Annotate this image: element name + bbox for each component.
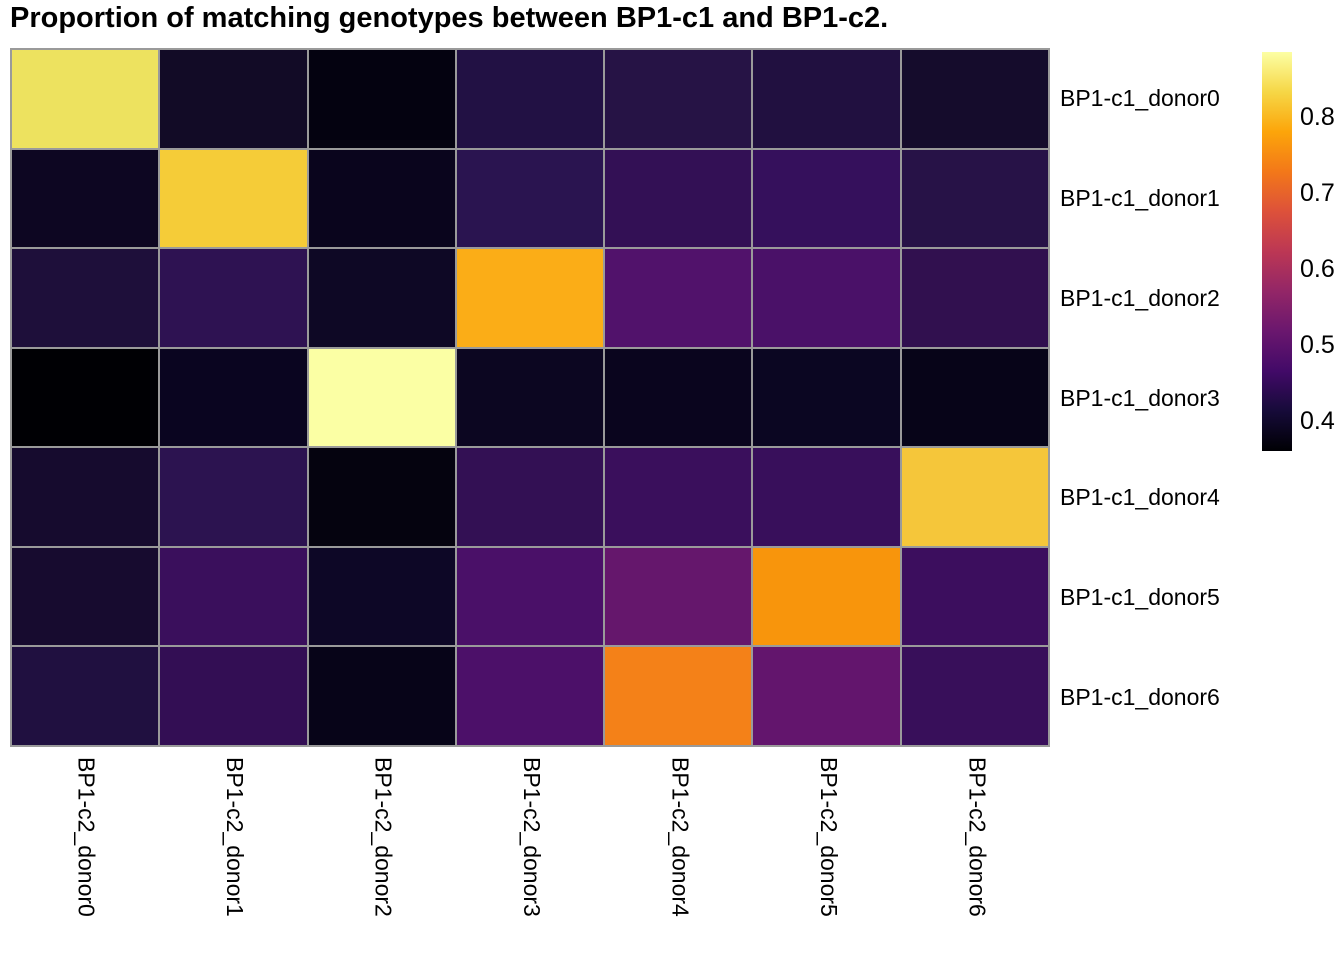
column-label: BP1-c2_donor5 — [816, 757, 843, 917]
row-label: BP1-c1_donor2 — [1060, 284, 1220, 311]
heatmap-cell — [160, 50, 307, 148]
heatmap-cell — [308, 149, 455, 248]
heatmap-cell — [456, 348, 604, 447]
heatmap-cell — [456, 448, 604, 546]
heatmap-cell — [605, 348, 752, 447]
heatmap-cell — [605, 448, 752, 546]
heatmap-cell — [753, 249, 900, 347]
row-label: BP1-c1_donor4 — [1060, 484, 1220, 511]
heatmap-cell — [12, 348, 159, 447]
heatmap-cell — [12, 448, 159, 546]
chart-title: Proportion of matching genotypes between… — [10, 2, 889, 34]
heatmap-cell — [901, 249, 1048, 347]
heatmap-cell — [160, 249, 307, 347]
colorbar-tick-label: 0.8 — [1300, 103, 1335, 131]
heatmap-cell — [753, 547, 900, 646]
heatmap-cell — [753, 448, 900, 546]
heatmap-grid — [10, 48, 1050, 747]
heatmap-cell — [753, 348, 900, 447]
heatmap-cell — [12, 647, 159, 745]
heatmap-cell — [12, 547, 159, 646]
row-label: BP1-c1_donor0 — [1060, 84, 1220, 111]
heatmap-cell — [901, 149, 1048, 248]
column-label: BP1-c2_donor3 — [519, 757, 545, 917]
heatmap-cell — [12, 149, 159, 248]
heatmap-cell — [753, 50, 900, 148]
heatmap-cell — [308, 448, 455, 546]
row-label: BP1-c1_donor5 — [1060, 584, 1220, 611]
colorbar-tick-label: 0.7 — [1300, 179, 1335, 207]
colorbar-tick-label: 0.4 — [1300, 407, 1335, 435]
column-label: BP1-c2_donor4 — [667, 757, 694, 917]
heatmap-cell — [901, 348, 1048, 447]
colorbar — [1262, 52, 1292, 451]
heatmap-cell — [605, 249, 752, 347]
heatmap-cell — [456, 547, 604, 646]
column-label: BP1-c2_donor2 — [370, 757, 397, 917]
heatmap-cell — [308, 348, 455, 447]
heatmap-cell — [605, 547, 752, 646]
heatmap-cell — [308, 50, 455, 148]
column-label: BP1-c2_donor1 — [221, 757, 248, 917]
heatmap-cell — [160, 547, 307, 646]
heatmap-cell — [456, 149, 604, 248]
heatmap-cell — [456, 50, 604, 148]
heatmap-cell — [605, 50, 752, 148]
heatmap-cell — [753, 647, 900, 745]
row-label: BP1-c1_donor1 — [1060, 184, 1220, 211]
column-label: BP1-c2_donor6 — [964, 757, 991, 917]
heatmap-cell — [308, 647, 455, 745]
heatmap-cell — [160, 149, 307, 248]
row-label: BP1-c1_donor3 — [1060, 384, 1220, 411]
heatmap-cell — [901, 647, 1048, 745]
heatmap-cell — [753, 149, 900, 248]
heatmap-cell — [456, 647, 604, 745]
heatmap-cell — [901, 547, 1048, 646]
heatmap-cell — [901, 50, 1048, 148]
colorbar-tick-label: 0.5 — [1300, 331, 1335, 359]
heatmap-cell — [160, 348, 307, 447]
heatmap-cell — [605, 647, 752, 745]
heatmap-cell — [456, 249, 604, 347]
heatmap-cell — [12, 249, 159, 347]
heatmap-cell — [308, 249, 455, 347]
heatmap-cell — [901, 448, 1048, 546]
colorbar-tick-label: 0.6 — [1300, 255, 1335, 283]
heatmap-cell — [12, 50, 159, 148]
heatmap-cell — [308, 547, 455, 646]
heatmap-cell — [160, 647, 307, 745]
heatmap-cell — [605, 149, 752, 248]
column-label: BP1-c2_donor0 — [73, 757, 100, 917]
heatmap-cell — [160, 448, 307, 546]
row-label: BP1-c1_donor6 — [1060, 684, 1220, 711]
